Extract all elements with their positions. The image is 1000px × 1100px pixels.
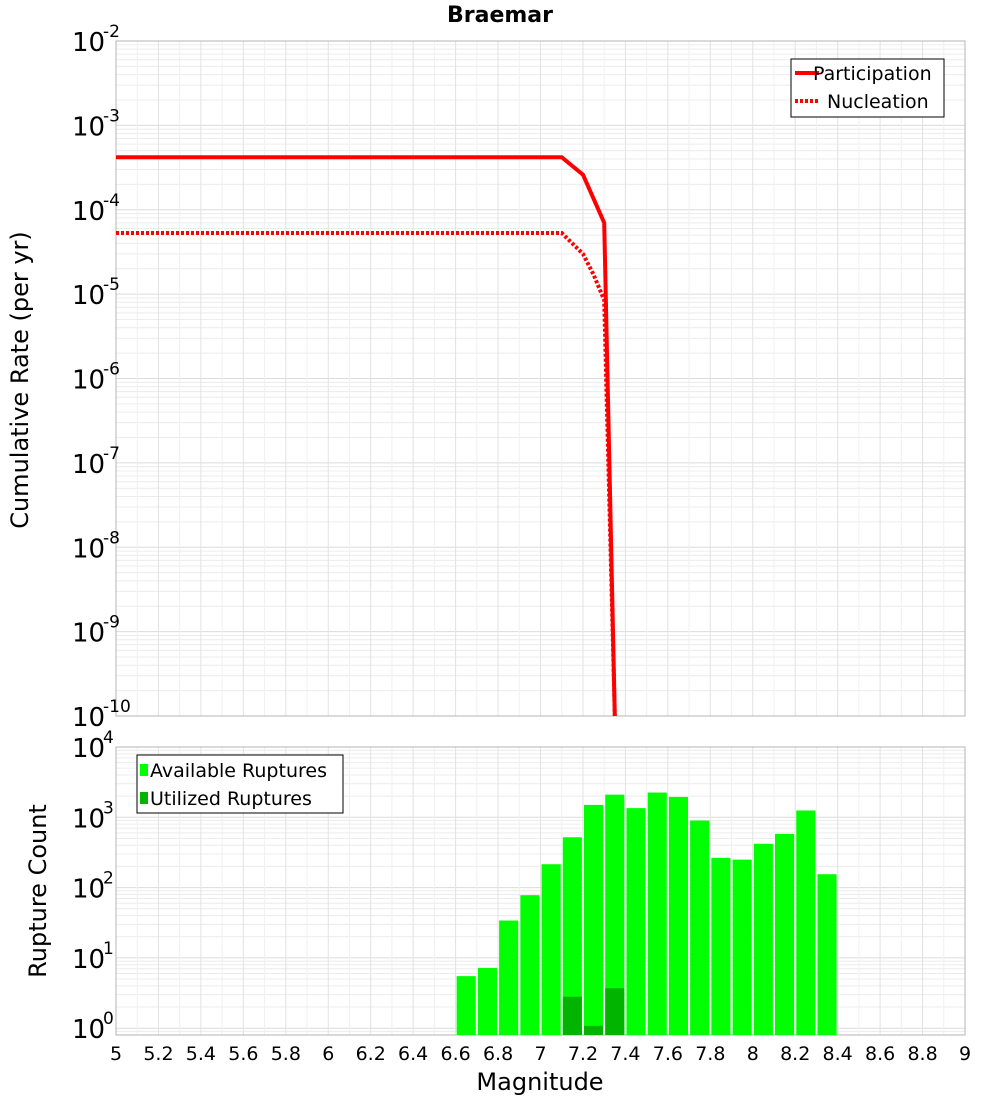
legend: Participation Nucleation [790,58,945,118]
y-tick-exponent: 3 [103,798,114,818]
y-tick-exponent: -2 [103,22,120,42]
y-tick-exponent: 2 [103,869,114,889]
legend-box [790,58,945,118]
y-tick-base: 10 [72,734,105,764]
available-rupture-bar [541,864,561,1035]
y-tick-exponent: 4 [103,728,114,748]
y-tick-base: 10 [72,28,105,58]
y-tick-base: 10 [72,366,105,396]
available-rupture-bar [477,967,497,1035]
y-tick-base: 10 [72,281,105,311]
y-tick-exponent: -6 [103,360,120,380]
x-tick-label: 8.4 [823,1043,853,1065]
legend-label: Participation [813,63,932,85]
available-rupture-bar [520,895,540,1035]
available-rupture-bar [732,859,752,1035]
top-y-axis-label: Cumulative Rate (per yr) [6,231,34,529]
y-tick-base: 10 [72,197,105,227]
x-tick-label: 6.4 [398,1043,428,1065]
available-rupture-bar [626,808,646,1035]
available-rupture-bar [562,837,582,1035]
y-tick-exponent: -5 [103,275,120,295]
available-rupture-bar [647,792,667,1035]
x-tick-label: 5.6 [228,1043,258,1065]
legend-label: Nucleation [827,91,929,113]
available-rupture-bar [690,820,710,1035]
x-tick-label: 8.6 [865,1043,895,1065]
available-rupture-bar [584,804,604,1035]
y-tick-exponent: 1 [103,939,114,959]
y-tick-exponent: -9 [103,613,120,633]
x-tick-label: 7 [534,1043,546,1065]
available-rupture-bar [753,843,773,1035]
participation-plot: 10-210-310-410-510-610-710-810-910-10Par… [72,22,966,733]
available-rupture-bar [817,874,837,1035]
y-tick-exponent: -10 [103,697,131,717]
y-tick-base: 10 [72,112,105,142]
x-tick-labels: 5 5.2 5.4 5.6 5.8 6 6.2 6.4 6.6 6.8 7 7.2 7.4 7.6 7.8 8… [110,1043,971,1065]
x-tick-label: 7.6 [653,1043,683,1065]
utilized-rupture-bar [605,988,625,1035]
legend-swatch [140,764,148,776]
x-tick-label: 5.2 [143,1043,173,1065]
y-tick-base: 10 [72,450,105,480]
nucleation-line [116,231,617,717]
x-tick-label: 6.8 [483,1043,513,1065]
available-rupture-bar [605,794,625,1035]
available-rupture-bar [668,796,689,1035]
x-tick-label: 6.6 [440,1043,470,1065]
legend-label: Available Ruptures [150,760,327,782]
legend: Available Ruptures Utilized Ruptures [136,754,344,814]
y-tick-exponent: 0 [103,1009,114,1029]
y-tick-base: 10 [72,534,105,564]
participation-line [116,155,617,717]
x-tick-label: 5 [110,1043,122,1065]
x-tick-label: 7.4 [610,1043,640,1065]
utilized-rupture-bar [584,1025,604,1035]
x-tick-label: 6 [322,1043,334,1065]
y-tick-labels: 10-210-310-410-510-610-710-810-910-10 [72,22,131,733]
x-tick-label: 9 [959,1043,971,1065]
x-tick-label: 8.2 [780,1043,810,1065]
x-tick-label: 5.4 [186,1043,216,1065]
x-tick-label: 8 [747,1043,759,1065]
y-tick-base: 10 [72,945,105,975]
available-rupture-bar [775,833,795,1035]
x-tick-label: 8.8 [907,1043,937,1065]
grid-lines [115,40,966,717]
y-tick-base: 10 [72,1015,105,1045]
legend-swatch [140,792,148,804]
x-tick-label: 5.8 [271,1043,301,1065]
utilized-rupture-bar [562,996,582,1035]
available-rupture-bar [499,920,519,1035]
y-tick-base: 10 [72,703,105,733]
bottom-y-axis-label: Rupture Count [24,804,52,978]
y-tick-exponent: -3 [103,106,120,126]
y-tick-exponent: -8 [103,528,120,548]
line-series [116,155,617,717]
x-tick-label: 7.8 [695,1043,725,1065]
available-rupture-bar [711,857,731,1035]
legend-label: Utilized Ruptures [150,788,312,810]
legend-box [136,754,344,814]
y-tick-base: 10 [72,875,105,905]
x-tick-label: 7.2 [568,1043,598,1065]
available-rupture-bar [796,810,816,1035]
y-tick-base: 10 [72,619,105,649]
available-rupture-bar [456,976,476,1035]
plot-frame [115,40,966,717]
x-axis-label: Magnitude [476,1068,603,1096]
x-tick-label: 6.2 [356,1043,386,1065]
plot-frame [115,746,966,1036]
y-tick-exponent: -7 [103,444,120,464]
y-tick-base: 10 [72,804,105,834]
y-tick-exponent: -4 [103,191,120,211]
bar-series [456,792,837,1035]
chart-title: Braemar [447,3,553,28]
